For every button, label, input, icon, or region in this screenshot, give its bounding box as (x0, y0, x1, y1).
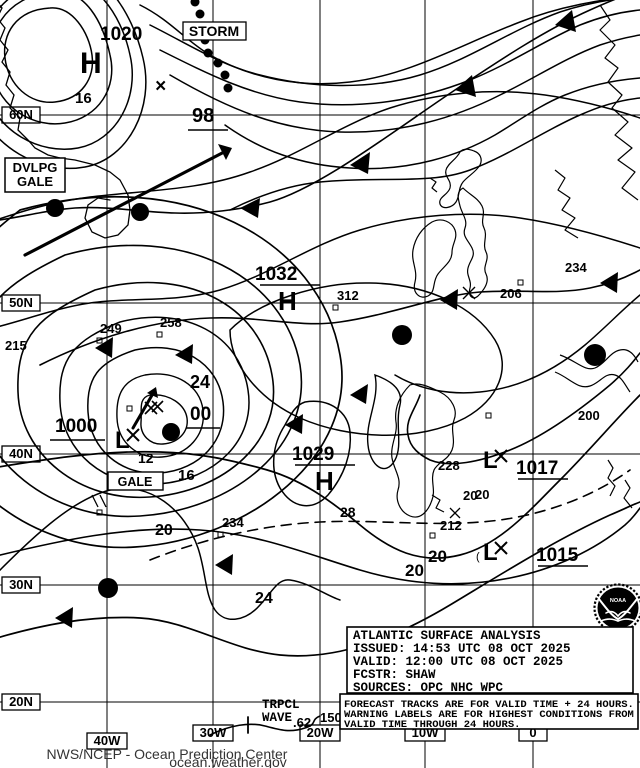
svg-text:GALE: GALE (118, 475, 153, 489)
svg-text:16: 16 (75, 90, 92, 107)
svg-text:24: 24 (190, 372, 210, 392)
svg-text:24: 24 (255, 590, 273, 607)
svg-text:30N: 30N (9, 577, 33, 592)
svg-text:1020: 1020 (100, 24, 142, 45)
svg-text:FCSTR: SHAW: FCSTR: SHAW (353, 668, 436, 682)
svg-text:234: 234 (565, 260, 587, 275)
svg-text:(: ( (476, 551, 480, 563)
svg-text:ISSUED: 14:53 UTC 08 OCT 2025: ISSUED: 14:53 UTC 08 OCT 2025 (353, 642, 571, 656)
svg-text:ATLANTIC SURFACE ANALYSIS: ATLANTIC SURFACE ANALYSIS (353, 629, 541, 643)
svg-text:40N: 40N (9, 446, 33, 461)
svg-text:20: 20 (428, 547, 447, 566)
svg-text:258: 258 (160, 315, 182, 330)
svg-text:1032: 1032 (255, 264, 297, 285)
svg-text:GALE: GALE (17, 174, 53, 189)
svg-text:206: 206 (500, 286, 522, 301)
svg-text:H: H (80, 47, 102, 80)
svg-text:20: 20 (155, 522, 173, 539)
svg-text:28: 28 (340, 504, 356, 520)
svg-text:12: 12 (138, 450, 154, 466)
svg-text:.62: .62 (293, 715, 311, 730)
svg-text:200: 200 (578, 408, 600, 423)
svg-text:228: 228 (438, 458, 460, 473)
svg-text:50N: 50N (9, 295, 33, 310)
svg-text:1015: 1015 (536, 545, 579, 566)
svg-text:150: 150 (320, 710, 342, 725)
svg-text:SOURCES: OPC NHC WPC: SOURCES: OPC NHC WPC (353, 681, 504, 695)
svg-text:215: 215 (5, 338, 27, 353)
svg-text:1029: 1029 (292, 444, 334, 465)
svg-text:ocean.weather.gov: ocean.weather.gov (169, 754, 287, 768)
svg-text:NOAA: NOAA (610, 598, 626, 604)
svg-text:312: 312 (337, 288, 359, 303)
svg-text:H: H (315, 466, 334, 496)
svg-text:16: 16 (178, 467, 195, 484)
svg-text:VALID TIME THROUGH 24 HOURS.: VALID TIME THROUGH 24 HOURS. (344, 719, 520, 731)
svg-text:20: 20 (475, 487, 489, 502)
svg-text:1000: 1000 (55, 416, 97, 437)
svg-text:00: 00 (190, 404, 211, 425)
svg-text:H: H (278, 286, 297, 316)
svg-text:234: 234 (222, 515, 244, 530)
svg-text:DVLPG: DVLPG (13, 160, 58, 175)
svg-text:WAVE: WAVE (262, 711, 292, 725)
svg-text:249: 249 (100, 321, 122, 336)
svg-text:20: 20 (405, 561, 424, 580)
svg-text:212: 212 (440, 518, 462, 533)
svg-text:×: × (155, 76, 166, 98)
svg-text:VALID: 12:00 UTC 08 OCT 2025: VALID: 12:00 UTC 08 OCT 2025 (353, 655, 563, 669)
svg-text:STORM: STORM (189, 23, 239, 39)
svg-text:TRPCL: TRPCL (262, 698, 300, 712)
svg-text:98: 98 (192, 105, 214, 127)
svg-text:1017: 1017 (516, 458, 558, 479)
svg-text:20N: 20N (9, 694, 33, 709)
